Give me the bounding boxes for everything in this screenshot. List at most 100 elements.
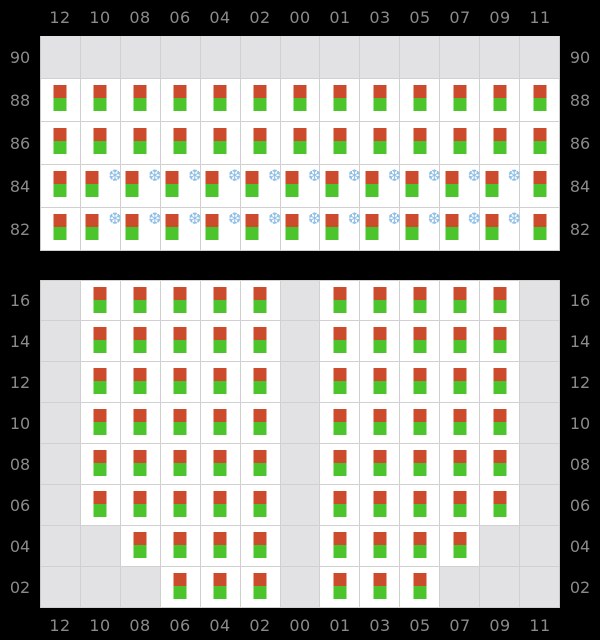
grid-cell[interactable] — [160, 444, 201, 485]
grid-cell[interactable] — [160, 122, 201, 165]
grid-cell[interactable] — [120, 280, 161, 321]
grid-cell[interactable] — [400, 362, 441, 403]
grid-cell[interactable] — [160, 362, 201, 403]
grid-cell[interactable]: ❆ — [480, 165, 521, 208]
grid-cell[interactable]: ❆ — [400, 208, 441, 251]
grid-cell[interactable] — [360, 36, 401, 79]
grid-cell[interactable] — [240, 444, 281, 485]
grid-cell[interactable] — [400, 526, 441, 567]
grid-cell[interactable] — [200, 403, 241, 444]
grid-cell[interactable] — [280, 403, 321, 444]
grid-cell[interactable] — [520, 362, 559, 403]
grid-cell[interactable] — [240, 362, 281, 403]
grid-cell[interactable] — [200, 122, 241, 165]
grid-cell[interactable] — [320, 321, 361, 362]
grid-cell[interactable] — [41, 444, 81, 485]
grid-cell[interactable]: ❆ — [240, 208, 281, 251]
grid-cell[interactable]: ❆ — [280, 165, 321, 208]
grid-cell[interactable] — [320, 122, 361, 165]
grid-cell[interactable] — [440, 567, 481, 608]
grid-cell[interactable] — [240, 403, 281, 444]
grid-cell[interactable] — [160, 526, 201, 567]
grid-cell[interactable] — [160, 567, 201, 608]
grid-cell[interactable] — [480, 526, 521, 567]
grid-cell[interactable] — [280, 122, 321, 165]
grid-cell[interactable] — [480, 362, 521, 403]
grid-cell[interactable] — [280, 485, 321, 526]
grid-cell[interactable] — [41, 403, 81, 444]
grid-cell[interactable]: ❆ — [360, 165, 401, 208]
grid-cell[interactable] — [520, 321, 559, 362]
grid-cell[interactable] — [80, 280, 121, 321]
grid-cell[interactable] — [360, 362, 401, 403]
grid-cell[interactable]: ❆ — [360, 208, 401, 251]
grid-cell[interactable] — [80, 485, 121, 526]
grid-cell[interactable] — [360, 567, 401, 608]
grid-cell[interactable] — [160, 280, 201, 321]
grid-cell[interactable] — [400, 444, 441, 485]
grid-cell[interactable] — [400, 321, 441, 362]
grid-cell[interactable]: ❆ — [400, 165, 441, 208]
grid-cell[interactable] — [200, 567, 241, 608]
grid-cell[interactable] — [440, 321, 481, 362]
grid-cell[interactable] — [120, 79, 161, 122]
grid-cell[interactable] — [120, 321, 161, 362]
grid-cell[interactable] — [120, 567, 161, 608]
grid-cell[interactable] — [41, 485, 81, 526]
grid-cell[interactable] — [440, 362, 481, 403]
grid-cell[interactable] — [80, 36, 121, 79]
grid-cell[interactable] — [80, 526, 121, 567]
grid-cell[interactable] — [400, 122, 441, 165]
grid-cell[interactable] — [240, 122, 281, 165]
grid-cell[interactable] — [41, 526, 81, 567]
grid-cell[interactable] — [480, 79, 521, 122]
grid-cell[interactable] — [440, 526, 481, 567]
grid-cell[interactable] — [41, 79, 81, 122]
grid-cell[interactable] — [520, 485, 559, 526]
grid-cell[interactable]: ❆ — [480, 208, 521, 251]
grid-cell[interactable] — [160, 403, 201, 444]
grid-cell[interactable] — [320, 362, 361, 403]
grid-cell[interactable] — [280, 567, 321, 608]
grid-cell[interactable] — [80, 362, 121, 403]
grid-cell[interactable] — [520, 526, 559, 567]
grid-cell[interactable] — [320, 485, 361, 526]
grid-cell[interactable] — [200, 79, 241, 122]
grid-cell[interactable] — [120, 485, 161, 526]
grid-cell[interactable] — [520, 444, 559, 485]
grid-cell[interactable] — [320, 526, 361, 567]
grid-cell[interactable] — [480, 485, 521, 526]
grid-cell[interactable] — [80, 403, 121, 444]
grid-cell[interactable]: ❆ — [120, 165, 162, 208]
grid-cell[interactable] — [440, 403, 481, 444]
grid-cell[interactable] — [200, 526, 241, 567]
grid-cell[interactable] — [440, 122, 481, 165]
grid-cell[interactable]: ❆ — [320, 208, 361, 251]
grid-cell[interactable] — [520, 208, 559, 251]
grid-cell[interactable] — [200, 485, 241, 526]
grid-cell[interactable] — [200, 280, 241, 321]
grid-cell[interactable] — [41, 280, 81, 321]
grid-cell[interactable] — [360, 321, 401, 362]
grid-cell[interactable] — [160, 485, 201, 526]
grid-cell[interactable] — [320, 280, 361, 321]
grid-cell[interactable]: ❆ — [80, 208, 122, 251]
grid-cell[interactable]: ❆ — [160, 208, 202, 251]
grid-cell[interactable] — [80, 444, 121, 485]
grid-cell[interactable] — [200, 321, 241, 362]
grid-cell[interactable] — [80, 79, 121, 122]
grid-cell[interactable] — [480, 36, 521, 79]
grid-cell[interactable] — [480, 567, 521, 608]
grid-cell[interactable] — [280, 444, 321, 485]
grid-cell[interactable] — [240, 567, 281, 608]
grid-cell[interactable] — [120, 526, 161, 567]
grid-cell[interactable] — [520, 79, 559, 122]
grid-cell[interactable] — [520, 403, 559, 444]
grid-cell[interactable]: ❆ — [440, 165, 481, 208]
grid-cell[interactable] — [360, 444, 401, 485]
grid-cell[interactable] — [280, 321, 321, 362]
grid-cell[interactable] — [280, 36, 321, 79]
grid-cell[interactable] — [120, 403, 161, 444]
grid-cell[interactable] — [520, 122, 559, 165]
grid-cell[interactable] — [80, 122, 121, 165]
